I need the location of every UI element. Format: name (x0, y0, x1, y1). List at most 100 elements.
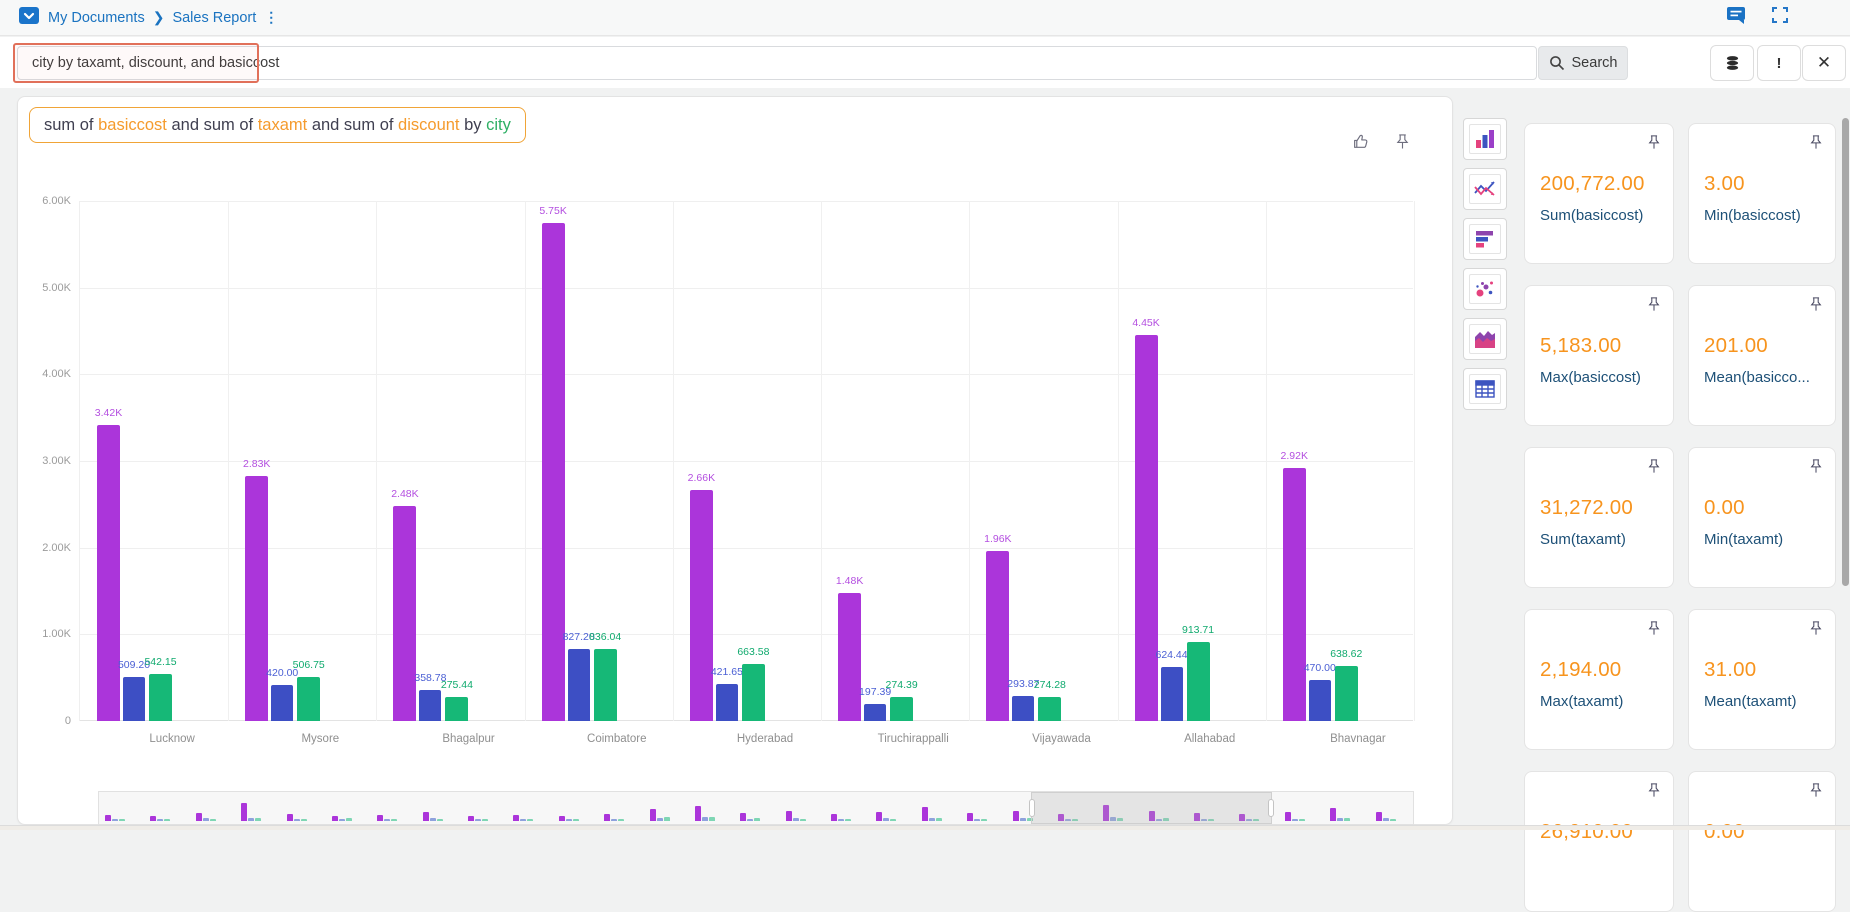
pin-icon[interactable] (1647, 134, 1661, 155)
bar-sum-discount[interactable] (445, 697, 468, 721)
search-input[interactable] (17, 46, 1537, 80)
more-options-icon[interactable]: ⋮ (264, 15, 278, 20)
message-icon[interactable] (1726, 5, 1746, 30)
folder-icon[interactable] (18, 6, 40, 30)
bar-sum-basiccost[interactable] (838, 593, 861, 721)
brush-handle-left[interactable] (1029, 799, 1035, 817)
bar-sum-discount[interactable] (297, 677, 320, 721)
breadcrumb: My Documents ❯ Sales Report ⋮ (0, 6, 278, 30)
pin-icon[interactable] (1647, 296, 1661, 317)
pin-icon[interactable] (1809, 458, 1823, 479)
bar-sum-basiccost[interactable] (1283, 468, 1306, 721)
stat-card-value: 0.00 (1704, 820, 1745, 844)
bar-sum-taxamt[interactable] (864, 704, 886, 721)
navigator-bar (164, 819, 170, 821)
navigator-bar (740, 813, 746, 821)
navigator-bar (468, 816, 474, 821)
pin-icon[interactable] (1647, 458, 1661, 479)
navigator-bar (573, 819, 579, 821)
bar-sum-discount[interactable] (594, 649, 617, 721)
chart-type-area-button[interactable] (1463, 318, 1507, 360)
pin-icon[interactable] (1809, 296, 1823, 317)
pin-icon[interactable] (1395, 133, 1410, 155)
warning-button[interactable]: ! (1757, 45, 1801, 81)
bar-sum-discount[interactable] (149, 674, 172, 721)
breadcrumb-sales-report[interactable]: Sales Report (172, 10, 256, 26)
chart-type-scatter-button[interactable] (1463, 268, 1507, 310)
navigator-bar (301, 819, 307, 821)
brush-handle-right[interactable] (1268, 799, 1274, 817)
stat-card-value: 3.00 (1704, 172, 1745, 196)
bar-sum-taxamt[interactable] (419, 690, 441, 721)
pin-icon[interactable] (1809, 782, 1823, 803)
bar-sum-taxamt[interactable] (568, 649, 590, 721)
bar-sum-basiccost[interactable] (986, 551, 1009, 721)
y-axis-tick: 1.00K (42, 628, 71, 640)
bar-value-label: 421.65 (711, 666, 743, 678)
bar-sum-basiccost[interactable] (690, 490, 713, 721)
bar-sum-taxamt[interactable] (271, 685, 293, 721)
bar-sum-discount[interactable] (742, 664, 765, 722)
chart-type-column-button[interactable] (1463, 118, 1507, 160)
title-segment: discount (398, 116, 459, 135)
bar-sum-basiccost[interactable] (97, 425, 120, 721)
stat-card-value: 0.00 (1704, 496, 1745, 520)
bar-sum-discount[interactable] (1038, 697, 1061, 721)
bar-sum-basiccost[interactable] (1135, 335, 1158, 721)
bar-sum-taxamt[interactable] (716, 684, 738, 721)
pin-icon[interactable] (1647, 782, 1661, 803)
pin-icon[interactable] (1647, 620, 1661, 641)
bar-value-label: 2.83K (243, 458, 270, 470)
thumbs-up-icon[interactable] (1352, 133, 1369, 155)
navigator-bar (1285, 812, 1291, 821)
bar-sum-basiccost[interactable] (393, 506, 416, 721)
chart-type-bar-button[interactable] (1463, 218, 1507, 260)
chart-type-line-button[interactable] (1463, 168, 1507, 210)
bar-sum-taxamt[interactable] (1161, 667, 1183, 721)
fullscreen-icon[interactable] (1772, 7, 1788, 28)
pin-icon[interactable] (1809, 620, 1823, 641)
bar-value-label: 542.15 (144, 656, 176, 668)
navigator-cluster (604, 814, 624, 821)
navigator-bar (559, 816, 565, 821)
data-source-button[interactable] (1710, 45, 1754, 81)
navigator-cluster (559, 816, 579, 821)
breadcrumb-my-documents[interactable]: My Documents (48, 10, 145, 26)
cards-scrollbar[interactable] (1842, 118, 1849, 586)
search-button[interactable]: Search (1538, 46, 1628, 80)
bar-sum-basiccost[interactable] (542, 223, 565, 721)
stat-card[interactable]: 0.00 (1688, 771, 1836, 912)
chart-type-table-button[interactable] (1463, 368, 1507, 410)
horizontal-scrollbar[interactable] (0, 825, 1850, 830)
bar-sum-basiccost[interactable] (245, 476, 268, 721)
bar-sum-taxamt[interactable] (1012, 696, 1034, 721)
bar-sum-taxamt[interactable] (1309, 680, 1331, 721)
stat-card-label: Mean(taxamt) (1704, 693, 1797, 710)
data-source-icon (1725, 55, 1740, 71)
stat-card-label: Sum(taxamt) (1540, 531, 1626, 548)
pin-icon[interactable] (1809, 134, 1823, 155)
x-axis-category-label: Tiruchirappalli (878, 733, 949, 745)
x-axis-category-label: Allahabad (1184, 733, 1235, 745)
navigator-bar (754, 818, 760, 821)
close-search-button[interactable]: ✕ (1802, 45, 1846, 81)
navigator-bar (936, 818, 942, 821)
x-axis-category-label: Vijayawada (1032, 733, 1091, 745)
chart-navigator[interactable] (98, 791, 1414, 825)
bar-sum-taxamt[interactable] (123, 677, 145, 721)
bar-sum-discount[interactable] (1187, 642, 1210, 721)
bar-sum-discount[interactable] (890, 697, 913, 721)
stat-card[interactable]: 26,910.00 (1524, 771, 1674, 912)
navigator-bar (883, 818, 889, 821)
bar-sum-discount[interactable] (1335, 666, 1358, 721)
navigator-brush[interactable] (1031, 792, 1273, 824)
